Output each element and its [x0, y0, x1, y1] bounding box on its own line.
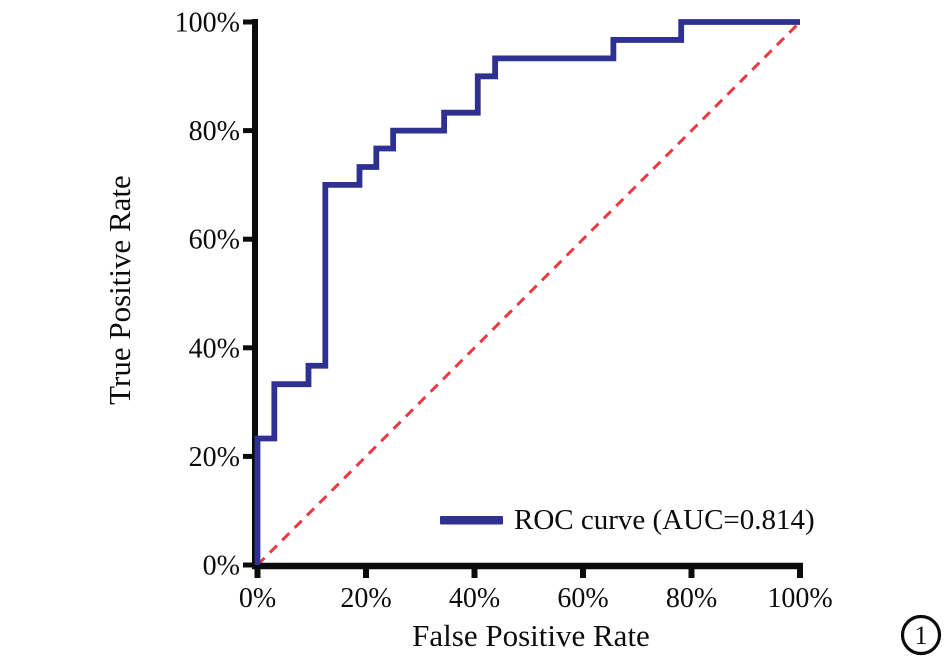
roc-curve-line — [254, 19, 800, 565]
x-tick-label: 100% — [767, 583, 832, 614]
y-axis-title: True Positive Rate — [102, 175, 137, 405]
badge-circle — [900, 614, 942, 656]
x-tick-label: 60% — [557, 583, 608, 614]
roc-curve-legend-swatch — [440, 516, 503, 525]
y-tick-label: 20% — [189, 442, 240, 473]
chance-diagonal-line — [256, 20, 802, 567]
y-tick-label: 40% — [189, 333, 240, 364]
x-axis-ticks: 0% 20% 40% 60% 80% 100% — [239, 565, 833, 614]
x-tick-label: 20% — [340, 583, 391, 614]
legend-label: ROC curve (AUC=0.814) — [514, 504, 815, 536]
y-axis-ticks: 0% 20% 40% 60% 80% 100% — [175, 8, 255, 582]
legend: ROC curve (AUC=0.814) — [440, 504, 815, 536]
x-axis-title: False Positive Rate — [412, 618, 650, 653]
y-tick-label: 0% — [203, 551, 240, 582]
x-tick-label: 0% — [239, 583, 276, 614]
y-tick-label: 80% — [189, 116, 240, 147]
y-tick-label: 100% — [175, 8, 240, 39]
badge-number: 1 — [915, 621, 928, 650]
figure-number-badge: 1 — [900, 614, 942, 656]
y-tick-label: 60% — [189, 225, 240, 256]
x-tick-label: 80% — [666, 583, 717, 614]
x-tick-label: 40% — [449, 583, 500, 614]
